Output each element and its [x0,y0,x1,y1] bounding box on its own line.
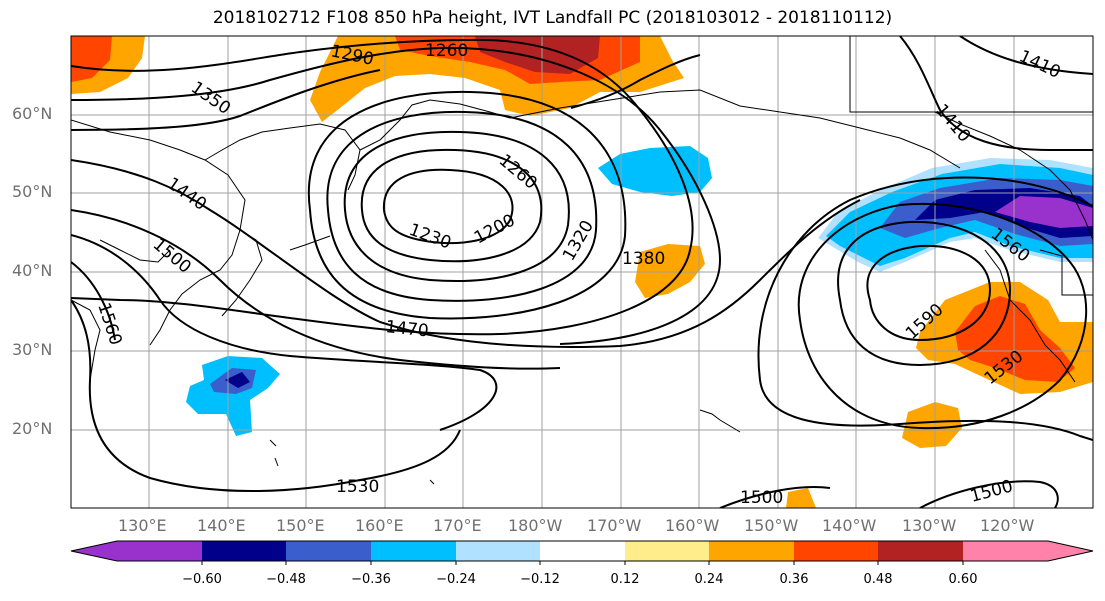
colorbar-tick-label: −0.12 [520,572,560,587]
contour-label: 1350 [187,78,234,119]
lat-label: 40°N [12,261,53,280]
lon-label: 140°E [197,516,246,535]
colorbar-tick-label: 0.36 [779,572,809,587]
ivt-positive-region [786,488,816,508]
colorbar-tick-label: −0.60 [182,572,222,587]
contour-label: 1320 [559,217,598,264]
colorbar-tick-label: −0.24 [436,572,476,587]
colorbar-outline [70,540,1094,562]
ivt-negative-region [186,356,280,436]
lon-label: 160°W [665,516,720,535]
colorbar-segment [540,541,625,561]
lon-label: 170°E [433,516,482,535]
contour-label: 1380 [622,249,665,269]
contour-label: 1500 [149,235,195,278]
ivt-positive-region [902,402,962,448]
contour-label: 1530 [336,477,379,497]
contour-label: 1260 [495,151,541,194]
colorbar-segment [456,541,540,561]
colorbar-tick-label: 0.24 [694,572,724,587]
lat-label: 20°N [12,419,53,438]
lon-label: 150°W [744,516,799,535]
contour-label: 1500 [968,476,1015,507]
colorbar-tick-label: −0.48 [266,572,306,587]
colorbar-tick-label: 0.48 [863,572,893,587]
lon-label: 170°W [587,516,642,535]
colorbar-tick-label: −0.36 [351,572,391,587]
contour-label: 1440 [163,174,210,215]
height-contours [71,36,1093,508]
lon-label: 180°W [508,516,563,535]
ivt-positive-region [475,36,600,74]
contour-label: 1230 [406,220,453,254]
colorbar-segment [709,541,794,561]
map-frame [70,35,1094,509]
colorbar [70,540,1094,565]
colorbar-segment [794,541,878,561]
contour-label: 1410 [1016,46,1064,82]
colorbar-tick-label: 0.60 [948,572,978,587]
lon-label: 130°W [902,516,957,535]
lat-label: 50°N [12,182,53,201]
lon-label: 140°W [822,516,877,535]
contour-label: 1410 [931,100,974,146]
colorbar-segment [625,541,709,561]
contour-label: 1260 [425,41,468,61]
colorbar-segment [286,541,371,561]
lat-label: 30°N [12,340,53,359]
graticule [71,36,1093,508]
lon-label: 130°E [118,516,167,535]
lon-label: 150°E [276,516,325,535]
lon-label: 160°E [355,516,404,535]
colorbar-arrow-high [963,541,1093,561]
lon-label: 120°W [980,516,1035,535]
ivt-positive-region [955,296,1075,382]
contour-label: 1500 [740,488,783,508]
ivt-negative-region [995,196,1093,228]
colorbar-segment [878,541,963,561]
contour-label: 1470 [384,317,429,341]
ivt-negative-region [225,372,250,388]
lat-label: 60°N [12,104,53,123]
contour-label: 1560 [93,300,125,347]
ivt-positive-region [71,36,112,82]
colorbar-tick-label: 0.12 [610,572,640,587]
page-title: 2018102712 F108 850 hPa height, IVT Land… [212,8,893,28]
contour-label: 1200 [471,210,519,248]
colorbar-arrow-low [71,541,202,561]
colorbar-segment [202,541,286,561]
colorbar-segment [371,541,456,561]
